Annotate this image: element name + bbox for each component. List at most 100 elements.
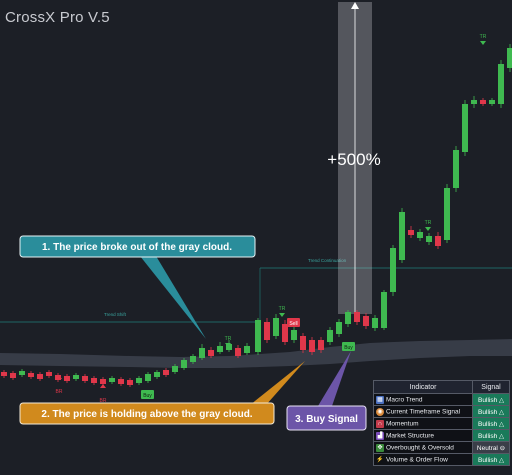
annotation-2: 2. The price is holding above the gray c…: [19, 402, 275, 425]
svg-text:TR: TR: [225, 336, 232, 342]
candle-body: [199, 348, 205, 358]
candle-body: [163, 370, 169, 375]
macro-trend-icon: ▦: [376, 395, 384, 404]
svg-text:BR: BR: [100, 398, 107, 404]
momentum-icon: ∩: [376, 419, 384, 428]
candle-body: [190, 356, 196, 362]
table-row: ◉ Current Timeframe Signal Bullish △: [372, 405, 510, 418]
annotation-1-text: 1. The price broke out of the gray cloud…: [42, 242, 232, 253]
candle-body: [264, 322, 270, 340]
candle-body: [109, 378, 115, 382]
candle-body: [64, 376, 70, 381]
indicator-cell: ◉ Current Timeframe Signal: [372, 405, 474, 418]
signal-cell: Bullish △: [472, 417, 510, 430]
br-marker-2: BR: [100, 384, 107, 404]
signal-cell: Bullish △: [472, 405, 510, 418]
candle-body: [145, 374, 151, 381]
table-row: ∩ Momentum Bullish △: [372, 417, 510, 430]
candle-body: [273, 318, 279, 336]
signal-cell: Bullish △: [472, 393, 510, 406]
candlestick-series: [1, 44, 512, 387]
buy-signal-2[interactable]: Buy: [342, 342, 355, 351]
candle-body: [381, 292, 387, 328]
candle-body: [291, 330, 297, 340]
table-row: ▟ Market Structure Bullish △: [372, 429, 510, 442]
br-marker-1: BR: [56, 375, 63, 395]
tr-marker-1: TR: [225, 336, 232, 347]
candle-body: [363, 316, 369, 326]
candle-body: [372, 318, 378, 328]
candle-body: [417, 232, 423, 238]
candle-body: [345, 312, 351, 324]
annotation-1: 1. The price broke out of the gray cloud…: [19, 235, 256, 258]
candle-body: [10, 373, 16, 378]
candle-body: [19, 371, 25, 375]
candle-body: [453, 150, 459, 188]
candle-body: [235, 348, 241, 356]
sell-signal[interactable]: Sell: [287, 318, 300, 327]
annotation-3-pointer: [318, 351, 351, 406]
candle-body: [300, 336, 306, 350]
indicator-title: CrossX Pro V.5: [5, 9, 110, 26]
candle-body: [282, 324, 288, 342]
sell-label: Sell: [289, 321, 297, 327]
candle-body: [73, 375, 79, 379]
candle-body: [480, 100, 486, 104]
candle-body: [327, 330, 333, 342]
candle-body: [507, 48, 512, 68]
indicator-cell: ∩ Momentum: [372, 417, 474, 430]
annotation-1-pointer: [140, 256, 206, 339]
candle-body: [489, 100, 495, 104]
tr-marker-4: TR: [480, 34, 487, 45]
tr-marker-2: TR: [279, 306, 286, 317]
buy-signal-1[interactable]: Buy: [141, 390, 154, 399]
tr-marker-3: TR: [425, 220, 432, 231]
candle-body: [208, 350, 214, 356]
timeframe-signal-icon: ◉: [376, 407, 384, 416]
indicator-column-header: Indicator: [372, 380, 474, 394]
candle-body: [498, 64, 504, 104]
indicator-cell: ⚡ Volume & Order Flow: [372, 453, 474, 466]
candle-body: [181, 360, 187, 368]
annotation-2-pointer: [250, 361, 305, 405]
table-row: ⚡ Volume & Order Flow Bullish △: [372, 453, 510, 466]
annotation-3-text: 3. Buy Signal: [295, 414, 358, 425]
indicator-cell: ▟ Market Structure: [372, 429, 474, 442]
candle-body: [471, 100, 477, 104]
candle-body: [226, 344, 232, 350]
buy-label-2: Buy: [344, 345, 353, 351]
candle-body: [462, 104, 468, 152]
candle-body: [136, 378, 142, 383]
candle-body: [28, 373, 34, 377]
candle-body: [399, 212, 405, 260]
gain-label: +500%: [327, 150, 380, 169]
candle-body: [444, 188, 450, 240]
candle-body: [46, 372, 52, 376]
candle-body: [255, 320, 261, 352]
indicator-cell: ▦ Macro Trend: [372, 393, 474, 406]
signal-cell: Bullish △: [472, 429, 510, 442]
candle-body: [172, 366, 178, 372]
candle-body: [244, 346, 250, 353]
svg-text:BR: BR: [56, 389, 63, 395]
candle-body: [82, 376, 88, 381]
candle-body: [91, 378, 97, 383]
candle-body: [154, 372, 160, 377]
candle-body: [426, 236, 432, 242]
candle-body: [390, 248, 396, 292]
svg-text:TR: TR: [279, 306, 286, 312]
candle-body: [336, 322, 342, 334]
candle-body: [354, 312, 360, 322]
candle-body: [217, 346, 223, 352]
volume-flow-icon: ⚡: [376, 456, 384, 463]
table-header-row: Indicator Signal: [372, 380, 510, 394]
gain-arrow-head: [351, 2, 359, 9]
buy-label-1: Buy: [143, 393, 152, 399]
svg-text:TR: TR: [480, 34, 487, 40]
candle-body: [1, 372, 7, 376]
signal-cell: Neutral ⊖: [472, 441, 510, 454]
candle-body: [408, 230, 414, 235]
trend-shift-label: Trend Shift: [104, 312, 127, 317]
